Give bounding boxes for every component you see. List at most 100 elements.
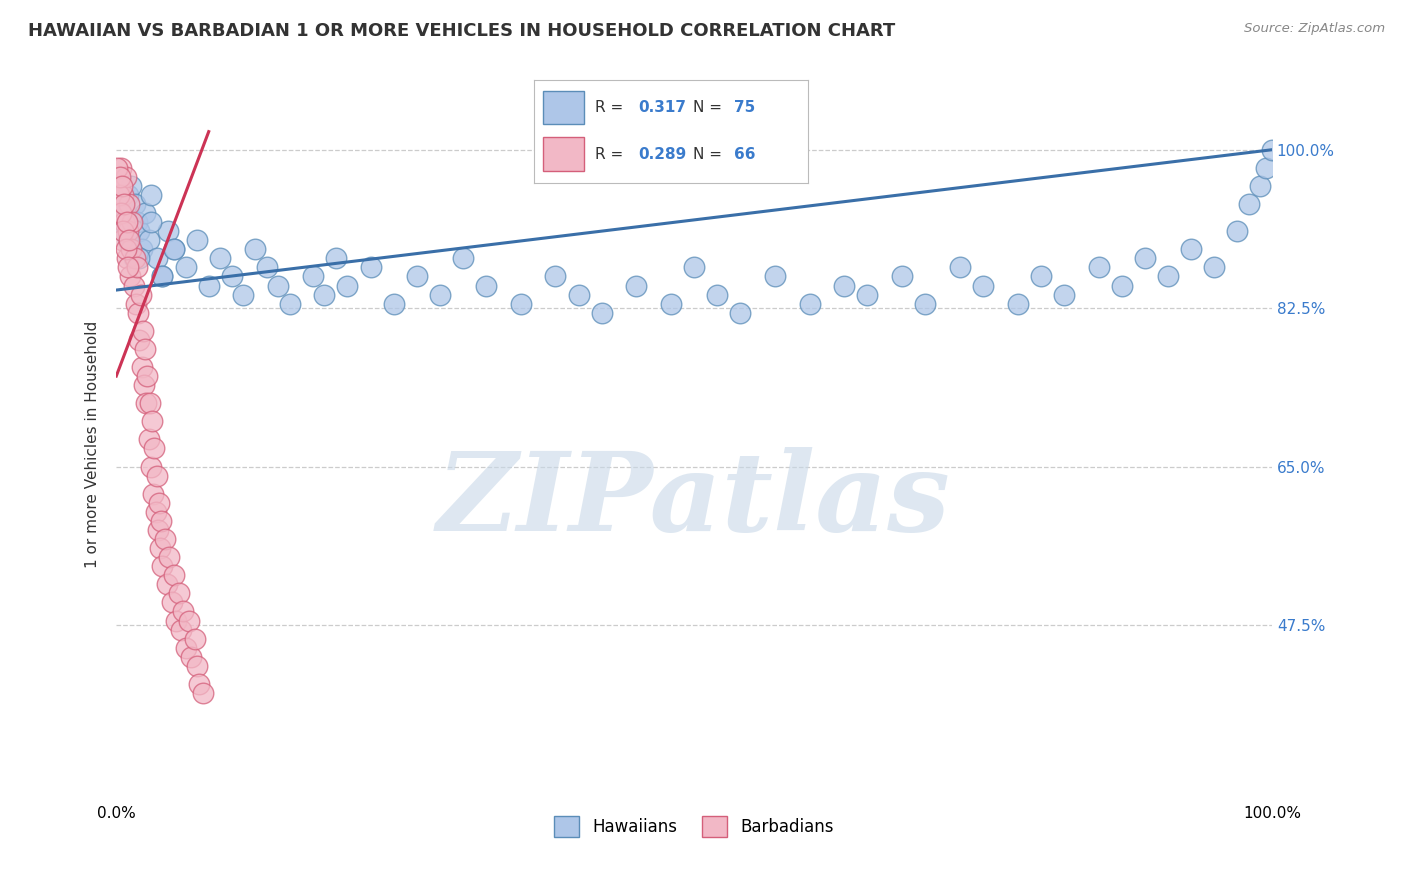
Point	[125, 215, 148, 229]
Point	[451, 252, 474, 266]
Point	[125, 260, 148, 275]
Point	[174, 640, 197, 655]
Point	[197, 278, 219, 293]
Point	[949, 260, 972, 275]
Text: HAWAIIAN VS BARBADIAN 1 OR MORE VEHICLES IN HOUSEHOLD CORRELATION CHART: HAWAIIAN VS BARBADIAN 1 OR MORE VEHICLES…	[28, 22, 896, 40]
Point	[256, 260, 278, 275]
Text: R =: R =	[595, 101, 627, 115]
Point	[114, 243, 136, 257]
Point	[112, 224, 135, 238]
Point	[509, 296, 531, 310]
Point	[243, 243, 266, 257]
Point	[1180, 243, 1202, 257]
Point	[1133, 252, 1156, 266]
Point	[124, 252, 146, 266]
Point	[972, 278, 994, 293]
Point	[232, 287, 254, 301]
Text: 75: 75	[734, 101, 755, 115]
Point	[135, 396, 157, 410]
Point	[125, 296, 148, 310]
Point	[278, 296, 301, 310]
Point	[891, 269, 914, 284]
Point	[139, 396, 162, 410]
Point	[405, 269, 427, 284]
Point	[145, 252, 167, 266]
Text: 66: 66	[734, 146, 756, 161]
Point	[107, 188, 129, 202]
Point	[118, 197, 141, 211]
Point	[117, 260, 139, 275]
Point	[1157, 269, 1180, 284]
Y-axis label: 1 or more Vehicles in Household: 1 or more Vehicles in Household	[86, 320, 100, 567]
Point	[122, 278, 145, 293]
Point	[153, 532, 176, 546]
Point	[143, 442, 166, 456]
Point	[184, 632, 207, 646]
Point	[1029, 269, 1052, 284]
Point	[114, 206, 136, 220]
Point	[122, 252, 145, 266]
Point	[134, 342, 156, 356]
Point	[165, 614, 187, 628]
Point	[186, 233, 208, 247]
Point	[1226, 224, 1249, 238]
Point	[148, 496, 170, 510]
Point	[152, 559, 174, 574]
Point	[138, 233, 160, 247]
Point	[120, 178, 142, 193]
Point	[124, 197, 146, 211]
Point	[706, 287, 728, 301]
Text: 0.317: 0.317	[638, 101, 686, 115]
Point	[188, 677, 211, 691]
Point	[110, 206, 132, 220]
Point	[730, 306, 752, 320]
Point	[145, 505, 167, 519]
Point	[544, 269, 567, 284]
Point	[360, 260, 382, 275]
Point	[139, 459, 162, 474]
Point	[683, 260, 706, 275]
Point	[120, 269, 142, 284]
Point	[1007, 296, 1029, 310]
Point	[139, 188, 162, 202]
Point	[112, 188, 135, 202]
Point	[325, 252, 347, 266]
Point	[914, 296, 936, 310]
Point	[170, 623, 193, 637]
Point	[163, 243, 186, 257]
Point	[475, 278, 498, 293]
Point	[132, 378, 155, 392]
Text: R =: R =	[595, 146, 627, 161]
Point	[128, 333, 150, 347]
Text: ZIPatlas: ZIPatlas	[437, 448, 950, 555]
Point	[131, 243, 153, 257]
Point	[834, 278, 856, 293]
Point	[110, 161, 132, 175]
Point	[120, 243, 142, 257]
FancyBboxPatch shape	[543, 91, 583, 124]
Point	[172, 604, 194, 618]
Point	[149, 541, 172, 555]
Point	[115, 252, 138, 266]
Point	[186, 658, 208, 673]
Point	[1087, 260, 1109, 275]
Point	[209, 252, 232, 266]
Point	[626, 278, 648, 293]
Point	[128, 252, 150, 266]
FancyBboxPatch shape	[543, 136, 583, 170]
Point	[139, 215, 162, 229]
Point	[1261, 143, 1284, 157]
Point	[159, 550, 181, 565]
Point	[167, 586, 190, 600]
Point	[591, 306, 613, 320]
Point	[163, 568, 186, 582]
Point	[567, 287, 589, 301]
Point	[121, 215, 143, 229]
Text: N =: N =	[693, 146, 727, 161]
Point	[157, 224, 180, 238]
Point	[160, 595, 183, 609]
Point	[174, 260, 197, 275]
Point	[659, 296, 682, 310]
Point	[1053, 287, 1076, 301]
Point	[152, 269, 174, 284]
